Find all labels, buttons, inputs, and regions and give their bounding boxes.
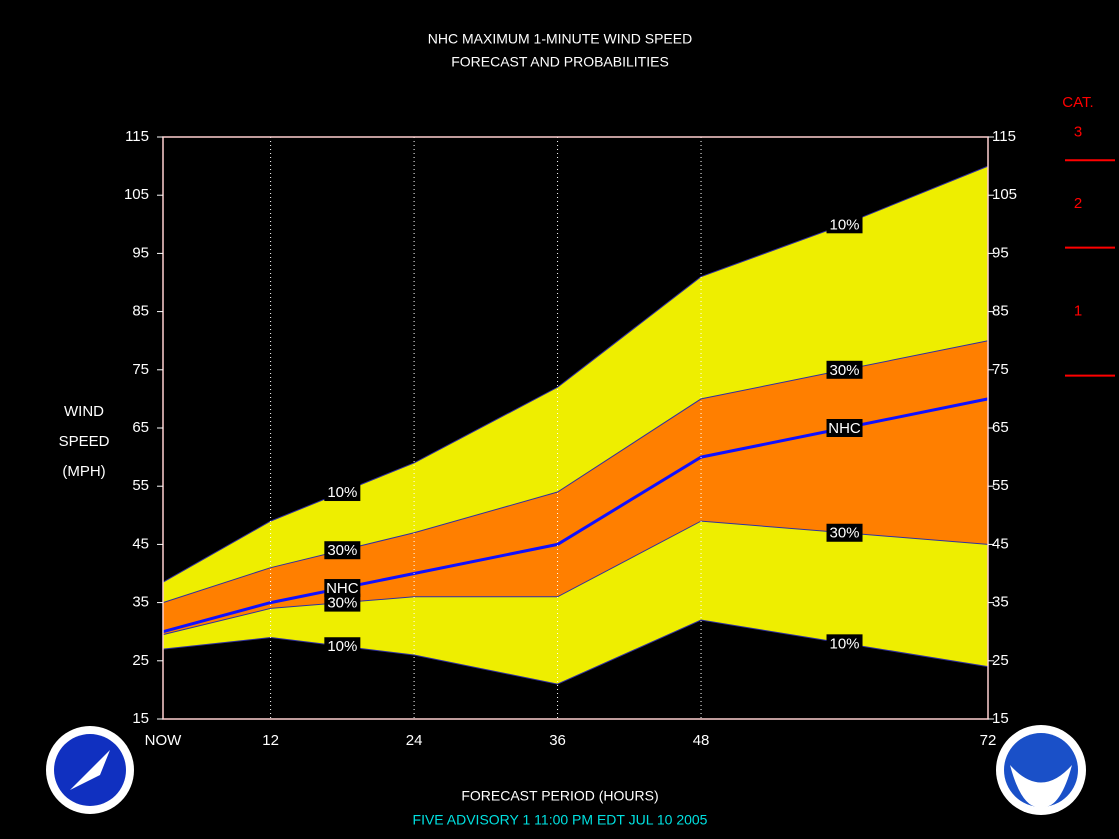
y2-tick-label: 85: [992, 303, 1009, 320]
noaa-logo: [996, 725, 1086, 815]
y2-tick-label: 75: [992, 361, 1009, 378]
y2-tick-label: 65: [992, 419, 1009, 436]
series-label: 30%: [830, 362, 860, 379]
series-label: 10%: [327, 484, 357, 501]
advisory-footer: FIVE ADVISORY 1 11:00 PM EDT JUL 10 2005: [413, 812, 708, 828]
y-tick-label: 35: [132, 594, 149, 611]
category-label: 2: [1074, 195, 1082, 212]
label-box: [826, 419, 863, 437]
category-title: CAT.: [1062, 94, 1093, 111]
label-box: [826, 634, 863, 653]
label-box: [324, 541, 361, 560]
y-tick-label: 15: [132, 710, 149, 727]
y2-tick-label: 15: [992, 710, 1009, 727]
y2-tick-label: 95: [992, 244, 1009, 261]
y2-tick-label: 35: [992, 594, 1009, 611]
label-box: [826, 523, 863, 542]
label-box: [324, 637, 361, 656]
logo-bolt: [70, 750, 110, 790]
chart-title: NHC MAXIMUM 1-MINUTE WIND SPEED: [428, 31, 692, 47]
y2-tick-label: 25: [992, 652, 1009, 669]
series-label: NHC: [326, 580, 359, 597]
series-label: 30%: [327, 542, 357, 559]
label-box: [826, 215, 863, 234]
y-tick-label: 75: [132, 361, 149, 378]
series-label: NHC: [828, 420, 861, 437]
series-label: 10%: [327, 638, 357, 655]
y-tick-label: 85: [132, 303, 149, 320]
x-tick-label: 36: [549, 732, 566, 749]
y-tick-label: 115: [125, 128, 149, 145]
chart-subtitle: FORECAST AND PROBABILITIES: [451, 54, 669, 70]
label-box: [324, 579, 361, 598]
y-tick-label: 55: [132, 477, 149, 494]
x-tick-label: 12: [262, 732, 279, 749]
y2-tick-label: 115: [992, 128, 1016, 145]
series-label: 30%: [327, 595, 357, 612]
x-tick-label: 24: [406, 732, 423, 749]
y-tick-label: 65: [132, 419, 149, 436]
nws-logo: [46, 726, 134, 814]
y-tick-label: 105: [124, 186, 149, 203]
y-axis-label: WIND: [64, 403, 104, 420]
x-tick-label: NOW: [145, 732, 183, 749]
y2-tick-label: 55: [992, 477, 1009, 494]
y-tick-label: 45: [132, 535, 149, 552]
x-tick-label: 72: [980, 732, 997, 749]
series-label: 30%: [830, 525, 860, 542]
y2-tick-label: 105: [992, 186, 1017, 203]
probability-band: [163, 340, 988, 635]
category-label: 3: [1074, 124, 1082, 141]
y-tick-label: 25: [132, 652, 149, 669]
series-label: 10%: [830, 635, 860, 652]
x-axis-label: FORECAST PERIOD (HOURS): [461, 788, 658, 804]
series-label: 10%: [830, 216, 860, 233]
y-axis-label: SPEED: [59, 433, 110, 450]
label-box: [324, 483, 361, 502]
x-tick-label: 48: [693, 732, 710, 749]
label-box: [826, 360, 863, 379]
y-tick-label: 95: [132, 244, 149, 261]
y2-tick-label: 45: [992, 535, 1009, 552]
y-axis-label: (MPH): [62, 463, 105, 480]
category-label: 1: [1074, 303, 1082, 320]
logo-bird: [1010, 765, 1072, 808]
label-box: [324, 593, 361, 612]
